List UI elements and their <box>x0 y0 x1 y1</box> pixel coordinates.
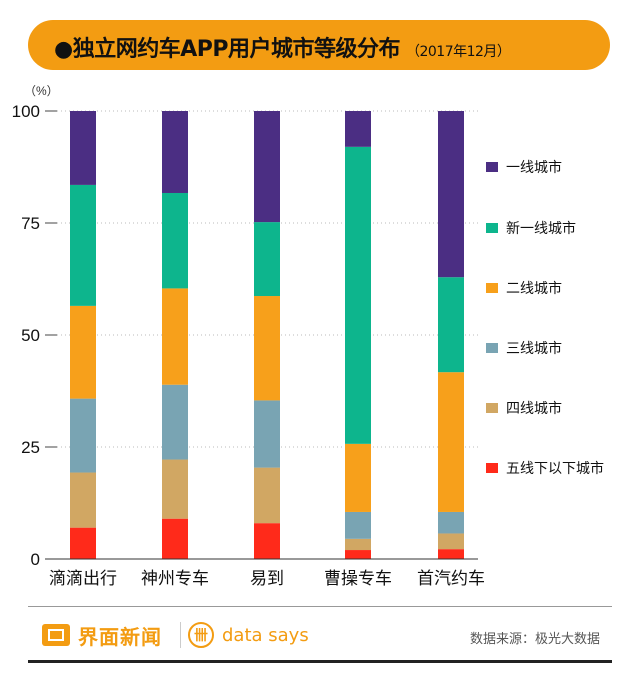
bar-segment <box>438 277 464 372</box>
y-tick-label: 50 <box>21 326 40 345</box>
brand-icon <box>42 624 70 646</box>
legend-label: 二线城市 <box>506 280 562 297</box>
data-says-logo: 卌 data says <box>188 620 309 650</box>
stacked-bar-chart: （%） 0 25 50 75 100 滴滴出行 神州专车 易到 曹操专车 首汽约车 一线城市新一线城市… <box>0 0 640 600</box>
y-tick-label: 75 <box>21 214 40 233</box>
legend-swatch <box>486 463 498 473</box>
legend-swatch <box>486 283 498 293</box>
bar-segment <box>70 399 96 473</box>
legend-swatch <box>486 403 498 413</box>
bar-segment <box>70 185 96 306</box>
data-says-text: data says <box>222 625 309 646</box>
legend-label: 一线城市 <box>506 159 562 176</box>
footer-separator <box>180 622 181 648</box>
bar-segment <box>70 473 96 528</box>
bar-segment <box>345 147 371 444</box>
bar-segment <box>162 193 188 288</box>
brand-name: 界面新闻 <box>78 621 162 650</box>
bar-segment <box>254 523 280 559</box>
bar-segment <box>438 512 464 534</box>
bar-segment <box>70 111 96 185</box>
bar-segment <box>70 306 96 399</box>
bar-segment <box>345 539 371 550</box>
bar-segment <box>162 460 188 519</box>
legend-label: 四线城市 <box>506 400 562 417</box>
x-tick-label: 滴滴出行 <box>49 569 117 589</box>
data-says-icon: 卌 <box>188 622 214 648</box>
bar-segment <box>438 111 464 277</box>
bar-segment <box>254 222 280 296</box>
bar-segment <box>254 111 280 222</box>
bar-segment <box>162 385 188 460</box>
y-tick-label: 100 <box>12 102 40 121</box>
legend-swatch <box>486 223 498 233</box>
bar-segment <box>162 111 188 193</box>
x-tick-label: 曹操专车 <box>324 569 392 589</box>
bar-segment <box>162 288 188 384</box>
bar-segment <box>254 400 280 467</box>
footer-bottom-rule <box>28 660 612 663</box>
bar-segment <box>70 528 96 559</box>
y-tick-label: 25 <box>21 438 40 457</box>
bar-segment <box>438 372 464 512</box>
bar-segment <box>345 444 371 512</box>
y-axis-unit: （%） <box>24 84 59 98</box>
bar-segment <box>254 468 280 524</box>
bar-segment <box>345 550 371 559</box>
brand-logo: 界面新闻 <box>42 620 162 650</box>
bar-segment <box>345 512 371 539</box>
bar-segment <box>438 549 464 559</box>
bar-segment <box>438 533 464 549</box>
legend-swatch <box>486 343 498 353</box>
legend-label: 三线城市 <box>506 340 562 357</box>
bar-segment <box>254 296 280 400</box>
bar-segment <box>345 111 371 147</box>
bar-segment <box>162 519 188 559</box>
y-tick-label: 0 <box>31 550 40 569</box>
x-tick-label: 神州专车 <box>141 569 209 589</box>
data-source: 数据来源：极光大数据 <box>470 628 600 647</box>
legend-swatch <box>486 162 498 172</box>
legend-label: 五线下以下城市 <box>506 460 604 477</box>
x-tick-label: 首汽约车 <box>417 569 485 589</box>
footer-divider <box>28 606 612 607</box>
legend-label: 新一线城市 <box>506 220 576 237</box>
x-tick-label: 易到 <box>250 569 284 589</box>
